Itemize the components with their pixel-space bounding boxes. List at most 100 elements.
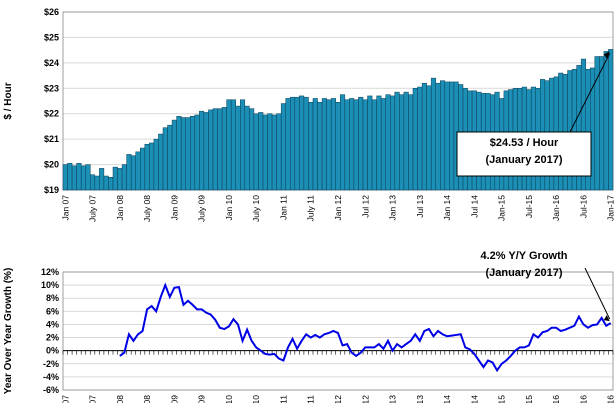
bar (321, 98, 327, 191)
annotation: 4.2% Y/Y Growth (480, 250, 567, 262)
bar (403, 91, 409, 191)
bar (217, 108, 223, 191)
y-tick-label: -4% (43, 372, 59, 382)
bar (135, 151, 141, 191)
bar (399, 94, 405, 191)
bar (408, 94, 414, 191)
y-tick-label: $20 (44, 160, 59, 170)
bar (371, 99, 377, 191)
bar (367, 95, 373, 191)
bar (358, 96, 364, 191)
bar (380, 98, 386, 191)
x-tick-label: Jul 13 (415, 195, 425, 218)
x-tick-label: Jul 13 (415, 395, 425, 403)
bar (167, 124, 173, 191)
bar (249, 108, 255, 191)
x-tick-label: Jan-15 (497, 195, 507, 221)
y-axis-label: $ / Hour (3, 82, 14, 119)
x-tick-label: Jan 14 (442, 195, 452, 221)
bar (158, 133, 164, 191)
bar (112, 166, 118, 191)
bar (426, 85, 432, 191)
bar (417, 86, 423, 191)
bar (185, 117, 191, 191)
bar (335, 102, 341, 191)
x-tick-label: July 11 (306, 395, 316, 403)
x-tick-label: Jan 11 (278, 395, 288, 403)
bar (199, 110, 205, 191)
bar (290, 96, 296, 191)
x-tick-label: Jan-17 (606, 195, 615, 221)
annotation: $24.53 / Hour (490, 137, 559, 149)
bar (390, 95, 396, 191)
bar (153, 138, 159, 191)
x-tick-label: Jan 12 (333, 195, 343, 221)
x-tick-label: July 08 (142, 395, 152, 403)
annotation: (January 2017) (485, 267, 562, 279)
bar (226, 99, 232, 191)
x-tick-label: Jan 13 (388, 395, 398, 403)
bar (62, 164, 68, 191)
x-tick-label: July 10 (251, 195, 261, 222)
bar (330, 98, 336, 191)
bar (385, 94, 391, 191)
bar (235, 105, 241, 191)
y-tick-label: 10% (41, 280, 59, 290)
x-tick-label: Jul 14 (469, 395, 479, 403)
x-tick-label: Jan 09 (169, 395, 179, 403)
bar (271, 114, 277, 191)
x-tick-label: Jan-16 (606, 395, 615, 403)
x-tick-label: Jan 09 (169, 195, 179, 221)
bar (362, 99, 368, 191)
bar (412, 88, 418, 191)
bar (190, 116, 196, 191)
annotation-arrow (569, 53, 611, 133)
y-tick-label: -2% (43, 359, 59, 369)
y-tick-label: 12% (41, 267, 59, 277)
bar (171, 119, 177, 191)
x-tick-label: Jan 11 (278, 195, 288, 220)
bar (608, 49, 614, 191)
x-tick-label: Jul 12 (360, 195, 370, 218)
x-tick-label: Jan 08 (115, 195, 125, 221)
bar (603, 51, 609, 191)
x-tick-label: Jan 07 (60, 395, 70, 403)
annotation-arrow (584, 267, 611, 320)
bar (130, 155, 136, 191)
arrow-head (603, 51, 610, 59)
bar (312, 98, 318, 191)
x-tick-label: July 09 (197, 395, 207, 403)
x-tick-label: Jul-15 (524, 395, 534, 403)
x-tick-label: Jan 08 (115, 395, 125, 403)
x-tick-label: Jan 10 (224, 195, 234, 221)
bar (176, 116, 182, 191)
bar (376, 95, 382, 191)
bar (430, 77, 436, 191)
x-tick-label: Jul 14 (469, 195, 479, 218)
bar (280, 103, 286, 191)
y-tick-label: $22 (44, 109, 59, 119)
bar (76, 163, 82, 191)
bar (421, 82, 427, 191)
bar (244, 105, 250, 191)
bar (80, 165, 86, 191)
bar (194, 114, 200, 191)
x-tick-label: Jan 12 (333, 395, 343, 403)
bar (308, 102, 314, 191)
bar (594, 56, 600, 191)
y-tick-label: 6% (46, 306, 59, 316)
y-tick-label: 0% (46, 346, 59, 356)
y-tick-label: $26 (44, 7, 59, 17)
x-tick-label: Jul 12 (360, 395, 370, 403)
bar (203, 112, 209, 191)
bar (99, 168, 105, 191)
bar (294, 96, 300, 191)
bar (349, 98, 355, 191)
y-tick-label: 2% (46, 333, 59, 343)
bar (303, 96, 309, 191)
x-tick-label: July 07 (88, 195, 98, 222)
x-tick-label: Jan-16 (551, 195, 561, 221)
bar (144, 143, 150, 191)
bar (258, 112, 264, 191)
arrow-head (603, 315, 610, 322)
